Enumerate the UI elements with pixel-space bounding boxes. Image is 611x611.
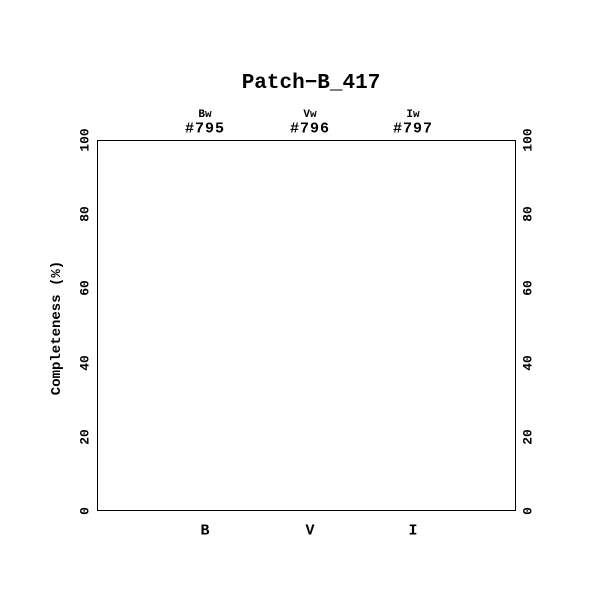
y-tick-label-right: 80	[520, 206, 536, 222]
top-band-label: Iw	[406, 109, 420, 121]
y-tick-label-right: 60	[520, 280, 536, 297]
top-field-id-label: #795	[184, 120, 225, 138]
y-tick-label-left: 0	[77, 507, 93, 515]
y-tick-label-right: 40	[520, 354, 536, 371]
y-axis-label: Completeness (%)	[49, 260, 65, 396]
chart-title: Patch−B_417	[241, 72, 381, 95]
top-band-label: Vw	[303, 109, 317, 121]
top-field-id-label: #796	[290, 120, 331, 138]
x-category-label: V	[305, 522, 315, 540]
y-tick-label-left: 40	[77, 354, 93, 371]
y-tick-label-right: 0	[520, 507, 536, 515]
x-category-label: B	[200, 522, 210, 540]
top-field-id-label: #797	[392, 120, 434, 138]
y-tick-label-left: 60	[77, 280, 93, 297]
y-tick-label-right: 20	[520, 428, 536, 445]
y-tick-label-left: 20	[77, 428, 93, 445]
y-tick-label-right: 100	[520, 128, 536, 152]
y-tick-label-left: 80	[77, 206, 93, 222]
x-category-label: I	[408, 522, 418, 540]
top-band-label: Bw	[198, 109, 212, 121]
y-tick-label-left: 100	[77, 128, 93, 152]
plot-area	[97, 140, 516, 511]
